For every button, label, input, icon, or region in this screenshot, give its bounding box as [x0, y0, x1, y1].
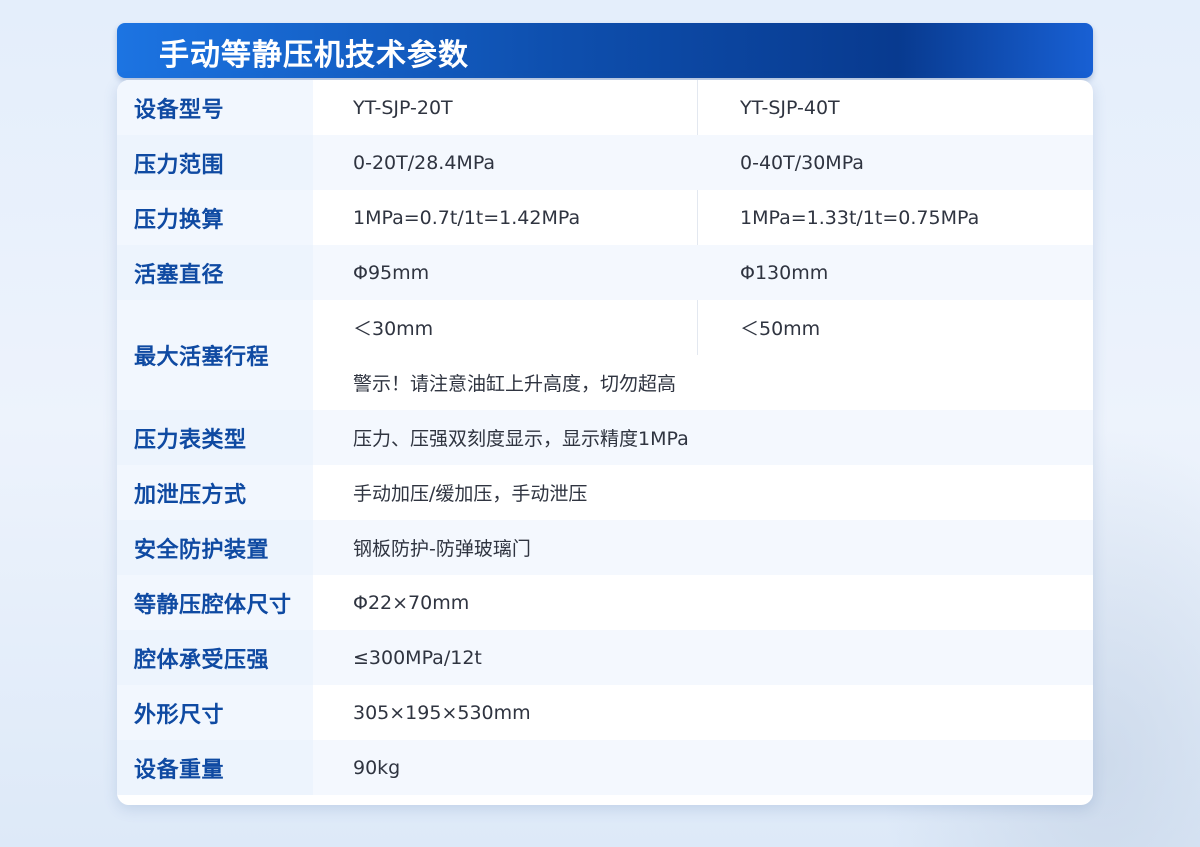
warning-note: 警示！请注意油缸上升高度，切勿超高 — [353, 373, 677, 395]
value-40t: 0-40T/30MPa — [740, 151, 864, 174]
value-40t: 1MPa=1.33t/1t=0.75MPa — [740, 206, 980, 229]
row-label: 腔体承受压强 — [117, 630, 313, 685]
row-label: 加泄压方式 — [117, 465, 313, 520]
value: ≤300MPa/12t — [353, 646, 482, 669]
table-row: 腔体承受压强 ≤300MPa/12t — [117, 630, 1093, 685]
title-banner: 手动等静压机技术参数 — [117, 23, 1093, 78]
table-row: 最大活塞行程 ＜30mm ＜50mm 警示！请注意油缸上升高度，切勿超高 — [117, 300, 1093, 410]
table-row: 设备重量 90kg — [117, 740, 1093, 795]
table-row: 外形尺寸 305×195×530mm — [117, 685, 1093, 740]
value-20t: ＜30mm — [353, 318, 434, 340]
row-label: 设备型号 — [117, 80, 313, 135]
row-label: 等静压腔体尺寸 — [117, 575, 313, 630]
row-label: 压力换算 — [117, 190, 313, 245]
row-label: 压力表类型 — [117, 410, 313, 465]
row-label: 安全防护装置 — [117, 520, 313, 575]
value: 手动加压/缓加压，手动泄压 — [353, 483, 588, 505]
value-40t: ＜50mm — [740, 318, 821, 340]
spec-table: 设备型号 YT-SJP-20T YT-SJP-40T 压力范围 0-20T/28.4M… — [117, 80, 1093, 805]
table-row: 等静压腔体尺寸 Φ22×70mm — [117, 575, 1093, 630]
value-20t: 0-20T/28.4MPa — [353, 151, 496, 174]
row-label: 压力范围 — [117, 135, 313, 190]
table-row: 压力换算 1MPa=0.7t/1t=1.42MPa 1MPa=1.33t/1t=0.… — [117, 190, 1093, 245]
value: 305×195×530mm — [353, 701, 531, 724]
table-row: 设备型号 YT-SJP-20T YT-SJP-40T — [117, 80, 1093, 135]
value-20t: YT-SJP-20T — [353, 96, 453, 119]
row-label: 最大活塞行程 — [117, 300, 313, 410]
table-row: 加泄压方式 手动加压/缓加压，手动泄压 — [117, 465, 1093, 520]
table-row: 压力表类型 压力、压强双刻度显示，显示精度1MPa — [117, 410, 1093, 465]
table-row: 安全防护装置 钢板防护-防弹玻璃门 — [117, 520, 1093, 575]
value-40t: YT-SJP-40T — [740, 96, 840, 119]
row-label: 外形尺寸 — [117, 685, 313, 740]
value-20t: 1MPa=0.7t/1t=1.42MPa — [353, 206, 581, 229]
row-label: 设备重量 — [117, 740, 313, 795]
column-divider — [697, 80, 698, 355]
value: 90kg — [353, 756, 401, 779]
table-row: 活塞直径 Φ95mm Φ130mm — [117, 245, 1093, 300]
value: 钢板防护-防弹玻璃门 — [353, 538, 531, 560]
page-title: 手动等静压机技术参数 — [159, 38, 469, 73]
value: 压力、压强双刻度显示，显示精度1MPa — [353, 428, 689, 450]
row-label: 活塞直径 — [117, 245, 313, 300]
value-40t: Φ130mm — [740, 261, 829, 284]
table-row: 压力范围 0-20T/28.4MPa 0-40T/30MPa — [117, 135, 1093, 190]
value: Φ22×70mm — [353, 591, 470, 614]
value-20t: Φ95mm — [353, 261, 430, 284]
